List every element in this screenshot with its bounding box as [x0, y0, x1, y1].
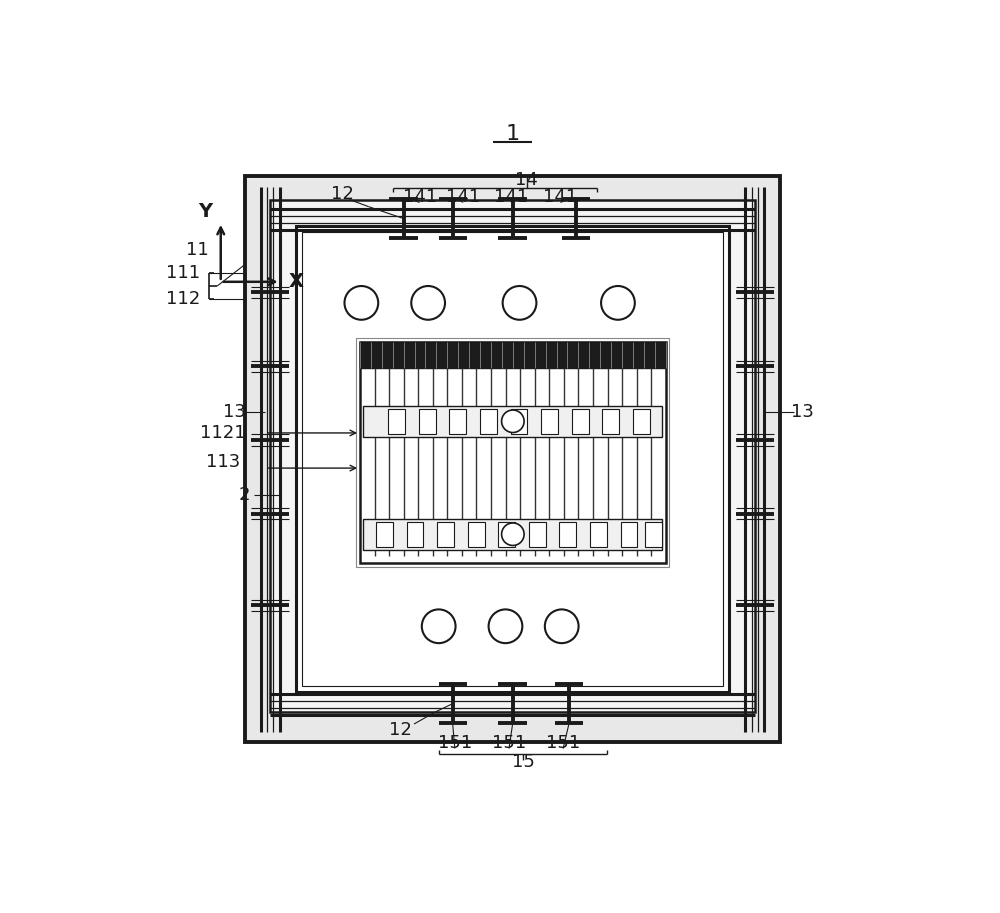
- Bar: [572, 409, 589, 434]
- Bar: [511, 409, 527, 434]
- Bar: [529, 521, 546, 547]
- Bar: [633, 409, 650, 434]
- Bar: [468, 521, 485, 547]
- Text: 12: 12: [389, 720, 411, 739]
- Text: 141: 141: [494, 188, 528, 205]
- Bar: [621, 521, 637, 547]
- Bar: [356, 338, 669, 566]
- Text: 14: 14: [515, 171, 538, 189]
- Bar: [296, 226, 729, 692]
- Text: 151: 151: [546, 734, 580, 752]
- Text: 151: 151: [438, 734, 472, 752]
- Bar: [363, 405, 662, 436]
- Text: 13: 13: [223, 403, 246, 421]
- Text: 1121: 1121: [200, 424, 246, 442]
- Text: 151: 151: [492, 734, 526, 752]
- Text: 112: 112: [166, 290, 201, 309]
- Bar: [437, 521, 454, 547]
- Text: Y: Y: [198, 202, 212, 221]
- Circle shape: [422, 609, 456, 643]
- Circle shape: [489, 609, 522, 643]
- Bar: [645, 521, 662, 547]
- Bar: [590, 521, 607, 547]
- Bar: [449, 409, 466, 434]
- Bar: [559, 521, 576, 547]
- Text: 111: 111: [166, 264, 201, 281]
- Text: X: X: [288, 272, 303, 291]
- Circle shape: [502, 410, 524, 433]
- Text: 141: 141: [543, 188, 577, 205]
- Circle shape: [503, 286, 536, 320]
- Bar: [419, 409, 436, 434]
- Bar: [541, 409, 558, 434]
- Circle shape: [545, 609, 579, 643]
- Text: 11: 11: [186, 241, 209, 259]
- Bar: [270, 200, 755, 712]
- Bar: [388, 409, 405, 434]
- Circle shape: [344, 286, 378, 320]
- Bar: [360, 341, 666, 563]
- Text: 2: 2: [238, 486, 250, 504]
- Bar: [376, 521, 393, 547]
- Text: 12: 12: [331, 185, 354, 203]
- Bar: [498, 521, 515, 547]
- Text: 141: 141: [446, 188, 480, 205]
- Circle shape: [411, 286, 445, 320]
- Text: 1: 1: [505, 124, 520, 144]
- Text: 141: 141: [403, 188, 437, 205]
- Circle shape: [601, 286, 635, 320]
- Text: 13: 13: [791, 403, 814, 421]
- Bar: [407, 521, 423, 547]
- Text: 15: 15: [512, 753, 534, 771]
- Bar: [363, 519, 662, 550]
- Circle shape: [502, 523, 524, 545]
- Bar: [360, 341, 666, 368]
- Bar: [480, 409, 497, 434]
- Bar: [302, 232, 723, 686]
- Text: 113: 113: [206, 454, 240, 471]
- Bar: [245, 176, 780, 742]
- Bar: [602, 409, 619, 434]
